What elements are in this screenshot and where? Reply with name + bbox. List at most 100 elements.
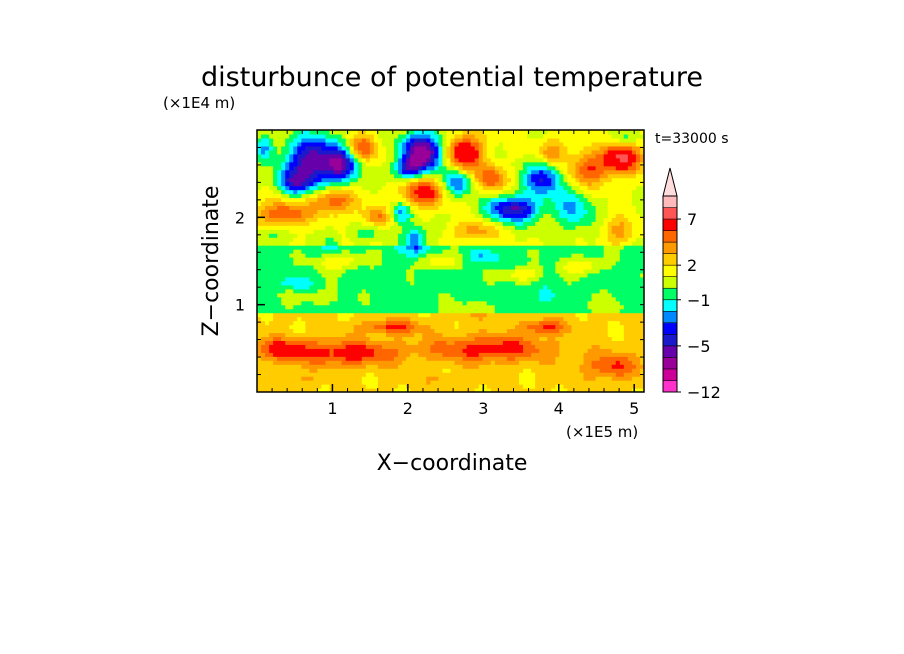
field-cell	[490, 380, 496, 385]
field-cell	[426, 181, 431, 187]
field-cell	[277, 272, 282, 278]
field-cell	[317, 233, 323, 238]
field-cell	[281, 133, 286, 139]
field-cell	[369, 344, 375, 349]
field-cell	[458, 225, 464, 230]
field-cell	[301, 137, 306, 143]
field-cell	[297, 292, 302, 298]
field-cell	[494, 169, 500, 175]
field-cell	[519, 145, 524, 151]
field-cell	[523, 352, 528, 357]
field-cell	[498, 284, 504, 290]
field-cell	[402, 201, 407, 207]
field-cell	[289, 332, 294, 338]
field-cell	[386, 149, 391, 155]
field-cell	[466, 388, 472, 392]
field-cell	[490, 288, 496, 294]
field-cell	[527, 308, 532, 314]
field-cell	[462, 209, 468, 214]
field-cell	[297, 209, 302, 214]
field-cell	[273, 145, 278, 151]
field-cell	[406, 320, 411, 326]
field-cell	[269, 280, 274, 286]
field-cell	[515, 237, 520, 242]
field-cell	[353, 257, 359, 262]
field-cell	[498, 245, 504, 250]
field-cell	[434, 209, 440, 214]
field-cell	[394, 300, 399, 306]
field-cell	[309, 332, 315, 338]
field-cell	[527, 189, 532, 195]
field-cell	[515, 320, 520, 326]
field-cell	[301, 368, 306, 373]
field-cell	[434, 185, 440, 191]
field-cell	[273, 336, 278, 341]
field-cell	[430, 229, 435, 234]
field-cell	[349, 189, 355, 195]
field-cell	[559, 280, 564, 286]
field-cell	[527, 241, 532, 246]
field-cell	[285, 225, 290, 230]
field-cell	[502, 249, 508, 254]
field-cell	[341, 284, 347, 290]
field-cell	[438, 189, 444, 195]
field-cell	[414, 133, 419, 139]
field-cell	[293, 201, 298, 207]
field-cell	[285, 380, 290, 385]
field-cell	[265, 296, 270, 302]
field-cell	[510, 197, 516, 203]
field-cell	[341, 141, 347, 147]
field-cell	[257, 332, 262, 338]
field-cell	[281, 332, 286, 338]
field-cell	[430, 296, 435, 302]
field-cell	[555, 304, 560, 310]
field-cell	[523, 217, 528, 222]
field-cell	[369, 261, 375, 266]
field-cell	[426, 336, 431, 341]
field-cell	[297, 205, 302, 210]
field-cell	[426, 264, 431, 270]
field-cell	[381, 272, 387, 278]
field-cell	[377, 141, 383, 147]
field-cell	[414, 352, 419, 357]
field-cell	[450, 225, 456, 230]
field-cell	[410, 157, 415, 163]
field-cell	[313, 312, 319, 318]
field-cell	[265, 189, 270, 195]
field-cell	[535, 300, 540, 306]
field-cell	[325, 352, 331, 357]
field-cell	[555, 352, 560, 357]
field-cell	[494, 316, 500, 322]
field-cell	[494, 245, 500, 250]
field-cell	[515, 360, 520, 365]
field-cell	[377, 384, 383, 389]
field-cell	[466, 328, 472, 334]
field-cell	[373, 181, 379, 187]
field-cell	[454, 372, 460, 377]
field-cell	[269, 320, 274, 326]
field-cell	[293, 272, 298, 278]
field-cell	[466, 356, 472, 361]
field-cell	[369, 380, 375, 385]
field-cell	[321, 304, 327, 310]
field-cell	[422, 300, 427, 306]
field-cell	[470, 197, 476, 203]
field-cell	[486, 372, 492, 377]
field-cell	[329, 133, 335, 139]
field-cell	[474, 197, 480, 203]
field-cell	[410, 344, 415, 349]
field-cell	[555, 185, 560, 191]
field-cell	[474, 388, 480, 392]
field-cell	[321, 241, 327, 246]
field-cell	[365, 233, 371, 238]
field-cell	[361, 149, 367, 155]
field-cell	[547, 268, 552, 274]
field-cell	[273, 181, 278, 187]
field-cell	[269, 153, 274, 159]
field-cell	[482, 213, 488, 218]
field-cell	[297, 177, 302, 183]
field-cell	[482, 257, 488, 262]
field-cell	[506, 268, 512, 274]
field-cell	[305, 205, 311, 210]
field-cell	[369, 149, 375, 155]
